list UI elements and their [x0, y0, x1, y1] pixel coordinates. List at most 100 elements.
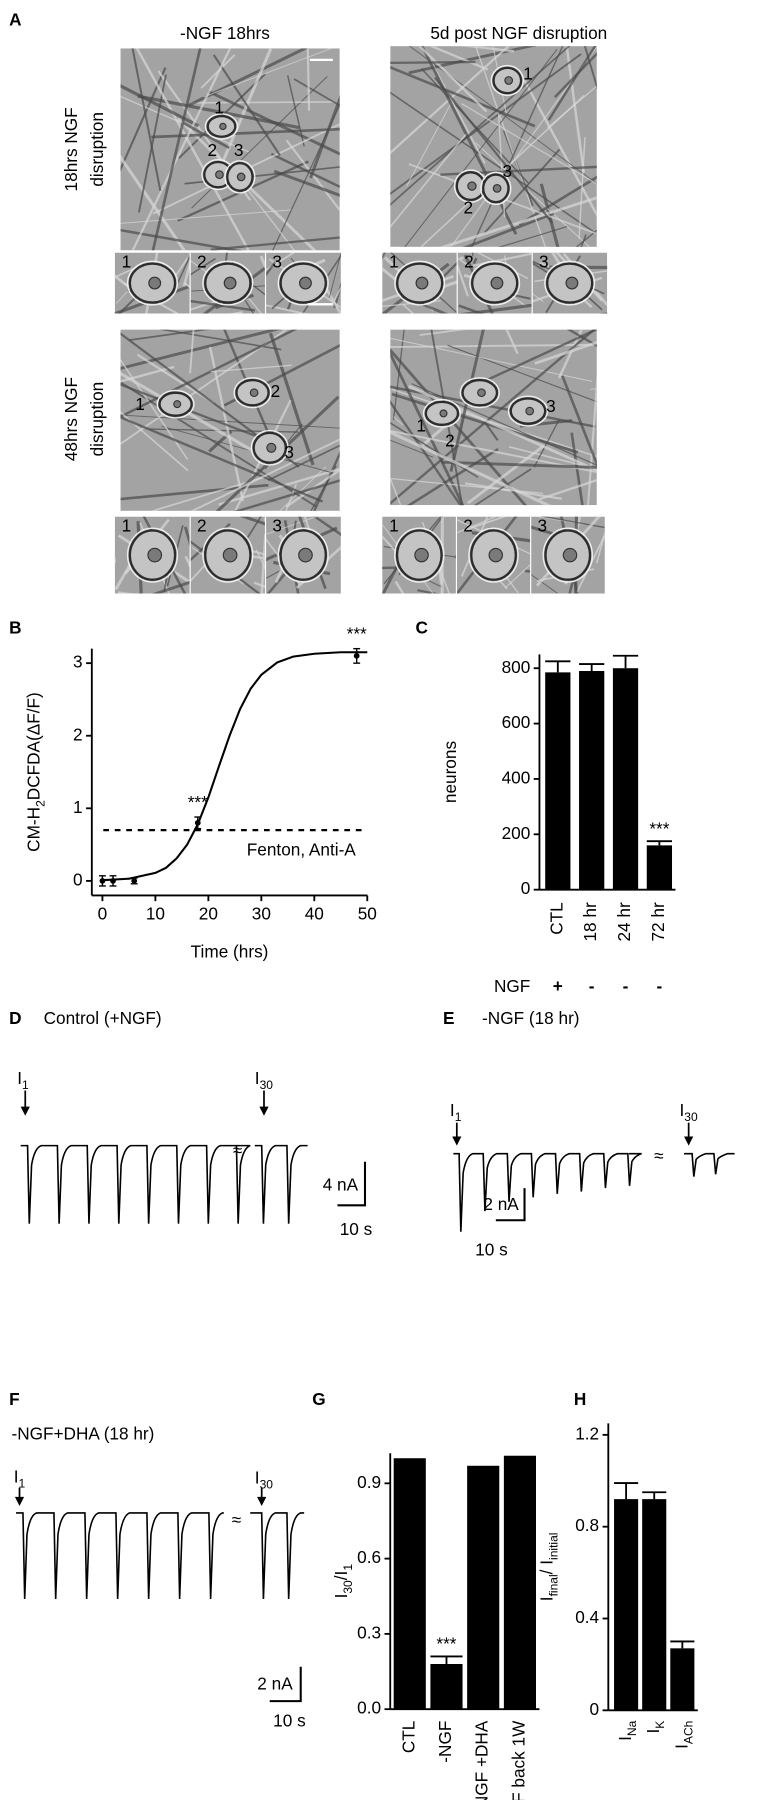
neurite — [417, 46, 488, 113]
neurite — [583, 46, 597, 90]
bar — [612, 668, 639, 890]
row-label: 48hrs NGF — [61, 377, 81, 461]
trace-title: -NGF (18 hr) — [482, 1008, 579, 1028]
nucleus — [222, 547, 238, 563]
cell-halo — [204, 113, 239, 140]
neurite — [120, 411, 189, 472]
x-tick-label: INa — [615, 1720, 640, 1740]
cell-halo — [233, 377, 272, 409]
subscript: 2 — [34, 800, 48, 807]
neurite — [540, 516, 605, 529]
x-tick-label: 30 — [252, 903, 271, 923]
neurite — [309, 94, 340, 179]
neurite — [530, 525, 554, 536]
cell-halo — [422, 398, 461, 428]
panel-letter: E — [443, 1008, 454, 1028]
neurite — [265, 261, 277, 278]
y-axis-label: I30/I1 — [331, 1564, 356, 1599]
scale-label: 10 s — [273, 1710, 306, 1730]
nucleus — [488, 547, 504, 563]
y-tick-label: 0.8 — [575, 1515, 599, 1535]
y-tick-label: 0.0 — [357, 1698, 381, 1718]
neurite — [390, 439, 434, 458]
neurite — [210, 236, 340, 251]
nucleus — [266, 442, 277, 453]
neurite — [285, 483, 298, 511]
cell-halo — [468, 527, 519, 583]
neurite — [265, 252, 296, 272]
cell-number: 1 — [214, 98, 224, 118]
arrow-head — [20, 1106, 30, 1116]
cell-halo — [459, 377, 500, 409]
neurite — [149, 475, 267, 511]
cell-number: 1 — [135, 394, 145, 414]
neurite — [135, 48, 250, 251]
neurite — [120, 209, 292, 224]
neurite — [390, 422, 479, 479]
neurite — [532, 292, 544, 302]
neurite — [151, 127, 340, 139]
neurite — [538, 478, 597, 501]
nucleus — [173, 400, 182, 409]
neurite — [519, 419, 573, 428]
neurite — [239, 516, 266, 526]
break-symbol: ≈ — [232, 1509, 241, 1529]
neurite — [120, 414, 340, 429]
neurite — [394, 580, 405, 594]
neurite — [441, 460, 597, 469]
neurite — [212, 54, 281, 157]
x-tick-label: IACh — [671, 1721, 696, 1749]
panel-letter: A — [9, 9, 21, 29]
neurite — [120, 329, 298, 418]
x-tick-label: 20 — [199, 903, 218, 923]
cell-number: 3 — [272, 252, 282, 272]
neurite — [117, 591, 136, 594]
nucleus — [490, 276, 504, 290]
neurite — [590, 388, 597, 390]
neurite — [598, 312, 608, 314]
neurite — [120, 416, 324, 503]
cell-number: 3 — [546, 396, 556, 416]
scale-label: 2 nA — [257, 1674, 293, 1694]
data-point — [99, 878, 106, 884]
y-tick-label: 0.6 — [357, 1547, 381, 1567]
x-tick-label: CTL — [398, 1721, 418, 1753]
neurite — [434, 76, 554, 224]
error-bar — [646, 840, 673, 846]
x-tick-label: 72 hr — [648, 902, 668, 941]
significance: *** — [436, 1634, 456, 1654]
neurite — [162, 597, 191, 599]
subscript: 1 — [341, 1564, 355, 1571]
label-part: I — [615, 1736, 635, 1741]
neurite — [391, 388, 597, 458]
neurite — [273, 169, 340, 197]
nucleus — [148, 276, 162, 290]
arrow-head — [259, 1106, 269, 1116]
neurite — [518, 70, 597, 218]
x-tick-label: 50 — [358, 903, 377, 923]
x-tick-label: -NGF +DHA — [472, 1720, 492, 1800]
neurite — [120, 365, 175, 383]
neurite — [358, 319, 373, 436]
micrograph-inset: 2 — [457, 252, 533, 314]
neurite — [312, 516, 341, 536]
neurite — [183, 526, 191, 549]
subscript: 30 — [684, 1110, 698, 1124]
arrow-head — [257, 1496, 267, 1507]
cell-halo — [469, 260, 521, 306]
neurite — [580, 234, 587, 247]
neurite — [161, 425, 334, 474]
scale-label: 10 s — [475, 1240, 508, 1260]
significance: *** — [347, 623, 367, 643]
condition-mark: - — [589, 976, 595, 996]
neurite — [457, 303, 533, 314]
neurite — [390, 329, 596, 505]
cell-number: 2 — [208, 140, 218, 160]
label-part: I — [255, 1467, 260, 1487]
neurite — [390, 399, 462, 506]
neurite — [120, 154, 187, 251]
neurite — [223, 329, 272, 438]
x-tick-label: IK — [643, 1721, 668, 1734]
neurite — [312, 450, 340, 511]
